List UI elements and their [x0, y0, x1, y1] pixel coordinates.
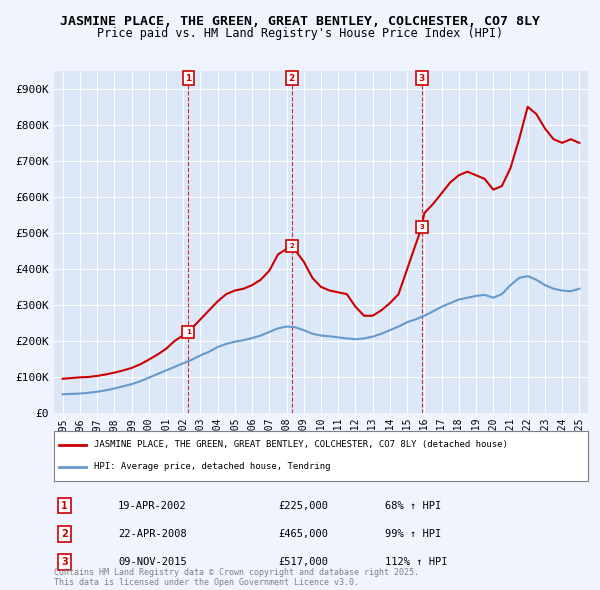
Text: £225,000: £225,000 [278, 500, 328, 510]
Text: 3: 3 [61, 557, 68, 567]
Text: HPI: Average price, detached house, Tendring: HPI: Average price, detached house, Tend… [94, 463, 331, 471]
Text: 68% ↑ HPI: 68% ↑ HPI [385, 500, 442, 510]
Text: 09-NOV-2015: 09-NOV-2015 [118, 557, 187, 567]
Text: 3: 3 [419, 224, 424, 230]
Text: £517,000: £517,000 [278, 557, 328, 567]
Text: JASMINE PLACE, THE GREEN, GREAT BENTLEY, COLCHESTER, CO7 8LY: JASMINE PLACE, THE GREEN, GREAT BENTLEY,… [60, 15, 540, 28]
Text: 3: 3 [419, 74, 425, 83]
Text: Price paid vs. HM Land Registry's House Price Index (HPI): Price paid vs. HM Land Registry's House … [97, 27, 503, 40]
Text: £465,000: £465,000 [278, 529, 328, 539]
Text: 19-APR-2002: 19-APR-2002 [118, 500, 187, 510]
Text: 1: 1 [186, 329, 191, 335]
Text: 2: 2 [289, 74, 295, 83]
Text: 22-APR-2008: 22-APR-2008 [118, 529, 187, 539]
Text: 2: 2 [289, 242, 294, 248]
Text: JASMINE PLACE, THE GREEN, GREAT BENTLEY, COLCHESTER, CO7 8LY (detached house): JASMINE PLACE, THE GREEN, GREAT BENTLEY,… [94, 440, 508, 449]
Text: 2: 2 [61, 529, 68, 539]
Text: 1: 1 [61, 500, 68, 510]
Text: Contains HM Land Registry data © Crown copyright and database right 2025.
This d: Contains HM Land Registry data © Crown c… [54, 568, 419, 587]
Text: 99% ↑ HPI: 99% ↑ HPI [385, 529, 442, 539]
Text: 112% ↑ HPI: 112% ↑ HPI [385, 557, 448, 567]
Text: 1: 1 [185, 74, 191, 83]
